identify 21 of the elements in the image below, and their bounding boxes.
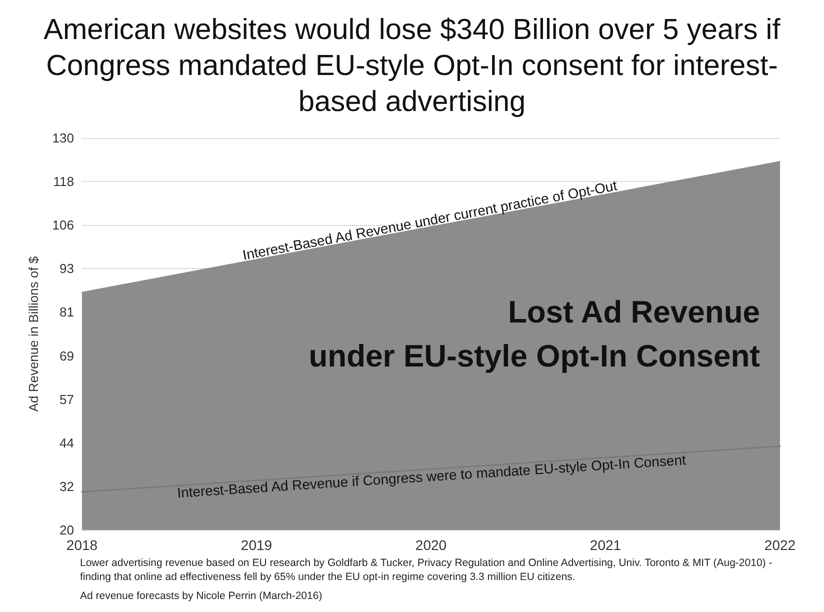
x-tick-label: 2022: [764, 537, 796, 553]
y-tick-label: 81: [60, 304, 74, 320]
text: Lower advertising revenue based on EU research by Goldfarb & Tucker, Privacy Regulation and Online Advertising, Univ. Toronto & MIT (Aug-2010) - finding that online ad effectiveness fell by 65% under the EU opt-in regime covering 3.3 million EU citizens.: [80, 556, 774, 584]
y-tick-label: 93: [60, 261, 74, 276]
annotation: Lost Ad Revenue under EU-style Opt-In Consent: [308, 294, 760, 374]
y-axis-title: Ad Revenue in Billions of $: [26, 256, 41, 412]
chart-title: American websites would lose $340 Billion over 5 years if Congress mandated EU-style Opt-In consent for interest-based advertising: [42, 13, 782, 120]
y-tick-label: 118: [53, 174, 74, 190]
text: Ad revenue forecasts by Nicole Perrin (March-2016): [80, 589, 324, 603]
y-tick-label: 32: [60, 478, 74, 494]
y-tick-label: 106: [52, 218, 74, 233]
x-tick-label: 2019: [240, 537, 272, 553]
x-tick-label: 2021: [590, 537, 622, 553]
y-tick-label: 57: [60, 392, 74, 407]
y-tick-label: 20: [60, 522, 74, 538]
series-label: Interest-Based Ad Revenue if Congress were to mandate EU-style Opt-In Consent: [176, 451, 686, 501]
x-tick-label: 2020: [415, 537, 447, 553]
y-tick-label: 44: [60, 435, 74, 450]
y-tick-label: 130: [52, 130, 74, 146]
x-tick-label: 2018: [66, 537, 98, 553]
y-tick-label: 69: [60, 348, 74, 364]
